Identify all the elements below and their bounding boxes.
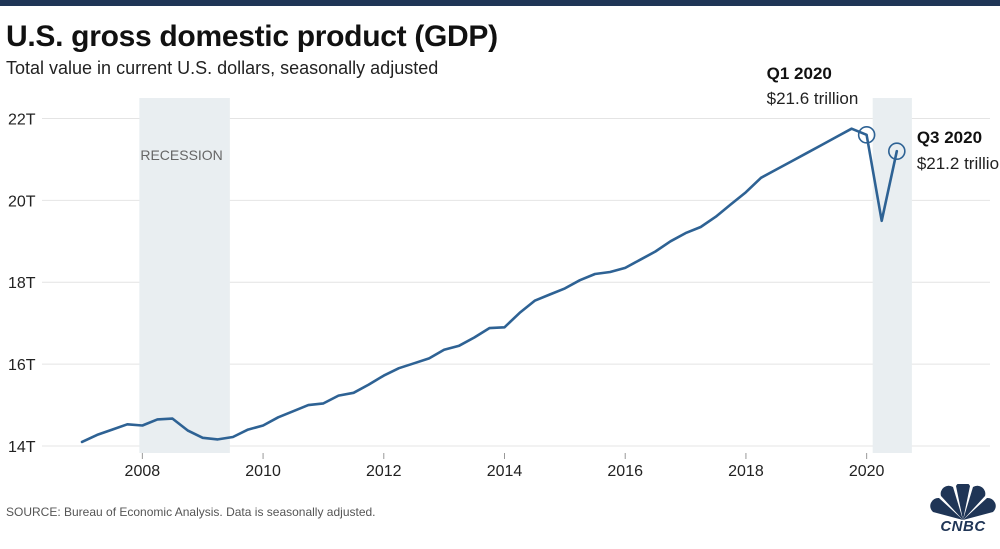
annotation-label: Q3 2020 [917,128,982,147]
x-tick-label: 2012 [366,463,402,480]
annotation-value: $21.2 trillion [917,154,1000,173]
recession-label: RECESSION [140,147,222,163]
gdp-series-line [80,127,899,444]
chart-subtitle: Total value in current U.S. dollars, sea… [6,58,439,78]
covid-band [872,98,912,453]
annotation-value: $21.6 trillion [767,89,859,108]
cnbc-logo: CNBC [928,481,998,544]
peacock-icon [930,481,996,520]
x-tick-label: 2008 [125,463,161,480]
recession-band [139,98,230,453]
chart-title: U.S. gross domestic product (GDP) [6,20,498,53]
annotation-marker [857,126,876,144]
top-accent-bar [0,0,1000,6]
x-tick-label: 2018 [728,463,764,480]
x-tick-label: 2016 [607,463,643,480]
y-tick-label: 16T [8,357,36,374]
source-note: SOURCE: Bureau of Economic Analysis. Dat… [6,505,376,519]
y-tick-label: 14T [8,439,36,456]
annotation-marker [888,142,906,161]
x-tick-label: 2010 [245,463,281,480]
y-tick-label: 22T [8,111,36,128]
y-tick-label: 20T [8,193,36,210]
x-tick-label: 2020 [849,463,885,480]
cnbc-wordmark: CNBC [940,518,986,535]
y-tick-label: 18T [8,275,36,292]
annotation-label: Q1 2020 [767,64,832,83]
x-tick-label: 2014 [487,463,523,480]
